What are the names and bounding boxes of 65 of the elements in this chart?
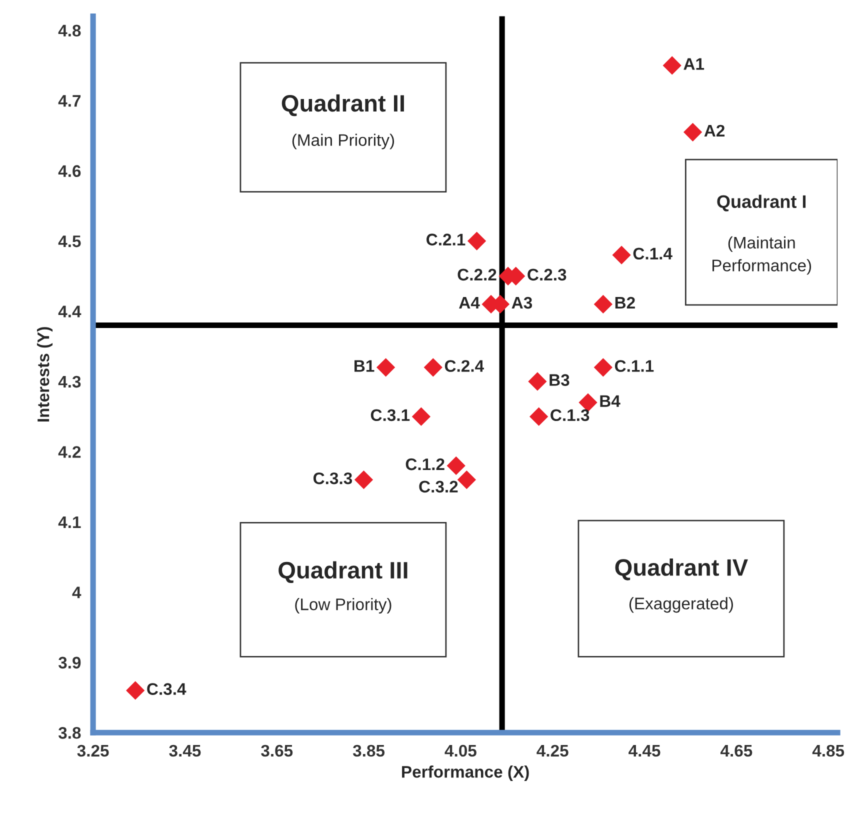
point — [424, 358, 442, 377]
annotation: C.1.1 — [614, 360, 654, 372]
y-axis-title: Interests (Y) — [36, 327, 53, 422]
point — [662, 56, 682, 75]
annotation: C.3.3 — [313, 472, 352, 484]
y-tick-label: 4.5 — [58, 236, 81, 248]
annotation: (Low Priority) — [295, 598, 392, 614]
x-tick-label: 4.85 — [812, 744, 844, 757]
annotation: Quadrant III — [278, 561, 408, 584]
annotation: C.2.1 — [426, 234, 466, 246]
annotation: (Maintain Performance) — [712, 236, 812, 275]
annotation: C.3.4 — [147, 683, 186, 695]
point — [528, 372, 547, 391]
annotation: Quadrant IV — [615, 558, 748, 580]
annotation: C.2.4 — [444, 360, 484, 372]
x-tick-label: 4.25 — [536, 744, 568, 757]
annotation: Quadrant I — [717, 194, 806, 212]
annotation: C.2.3 — [528, 268, 566, 281]
y-tick-label: 4.8 — [58, 24, 81, 37]
annotation: A1 — [684, 58, 704, 70]
point — [126, 681, 145, 700]
point — [376, 358, 396, 377]
y-tick-label: 4.3 — [58, 376, 81, 388]
point — [446, 456, 466, 476]
x-tick-label: 3.85 — [352, 744, 385, 757]
x-tick-label: 3.25 — [77, 744, 109, 757]
point — [457, 470, 476, 490]
y-tick-label: 4.2 — [58, 446, 81, 458]
y-tick-label: 3.8 — [58, 727, 81, 739]
annotation: B2 — [615, 296, 635, 309]
point — [467, 232, 486, 250]
point — [354, 470, 374, 490]
y-tick-label: 4 — [72, 586, 82, 598]
annotation: C.2.2 — [458, 268, 496, 281]
annotation: A3 — [512, 296, 532, 309]
annotation: A2 — [704, 124, 725, 136]
x-axis-title: Performance (X) — [402, 766, 529, 782]
annotation: B4 — [600, 395, 620, 407]
point — [594, 358, 612, 377]
y-tick-label: 4.7 — [58, 95, 81, 107]
point — [530, 407, 548, 426]
point — [594, 294, 612, 314]
annotation: (Main Priority) — [292, 134, 394, 150]
annotation: C.3.2 — [419, 480, 458, 493]
x-tick-label: 4.65 — [720, 744, 752, 757]
annotation: C.1.3 — [550, 409, 590, 422]
annotation: C.1.2 — [406, 458, 444, 470]
y-tick-label: 4.1 — [58, 516, 81, 528]
y-tick-label: 3.9 — [58, 656, 81, 669]
x-tick-label: 3.45 — [169, 744, 201, 757]
annotation: C.1.4 — [633, 248, 672, 260]
annotation: A4 — [459, 297, 480, 309]
x-tick-label: 3.65 — [261, 744, 293, 757]
y-tick-label: 4.6 — [58, 165, 81, 177]
point — [683, 122, 702, 142]
x-tick-label: 4.05 — [444, 744, 476, 757]
annotation: B1 — [354, 360, 374, 372]
annotation: (Exaggerated) — [629, 597, 733, 613]
annotation: Quadrant II — [282, 94, 404, 116]
annotation: C.3.1 — [370, 409, 410, 422]
y-tick-label: 4.4 — [58, 306, 82, 318]
point — [412, 407, 430, 426]
x-tick-label: 4.45 — [628, 745, 660, 757]
point — [612, 246, 631, 264]
annotation: B3 — [550, 374, 570, 386]
